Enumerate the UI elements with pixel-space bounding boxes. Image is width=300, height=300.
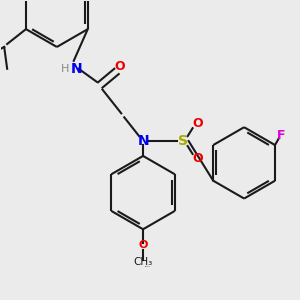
- Text: CH₃: CH₃: [134, 257, 153, 267]
- Text: methoxy: methoxy: [145, 266, 151, 267]
- Text: O: O: [114, 60, 124, 73]
- Text: F: F: [277, 129, 285, 142]
- Text: O: O: [138, 240, 148, 250]
- Text: S: S: [178, 134, 188, 148]
- Text: O: O: [192, 152, 203, 165]
- Text: N: N: [137, 134, 149, 148]
- Text: H: H: [60, 64, 69, 74]
- Text: N: N: [71, 62, 82, 76]
- Text: O: O: [192, 117, 203, 130]
